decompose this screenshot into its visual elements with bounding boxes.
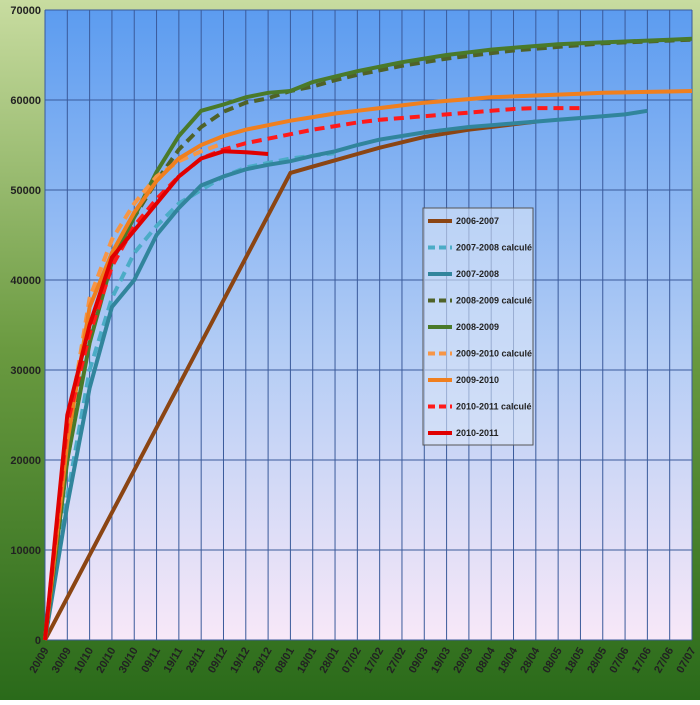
y-tick-label: 60000: [10, 95, 41, 107]
legend-label: 2009-2010: [456, 375, 499, 385]
legend-label: 2007-2008: [456, 269, 499, 279]
legend-label: 2009-2010 calculé: [456, 349, 532, 359]
legend-label: 2008-2009 calculé: [456, 296, 532, 306]
legend-label: 2006-2007: [456, 216, 499, 226]
series-line: [43, 119, 537, 641]
legend-label: 2007-2008 calculé: [456, 243, 532, 253]
plot-area: [45, 10, 692, 640]
series-line: [43, 106, 581, 641]
series-line: [43, 149, 269, 641]
y-tick-label: 50000: [10, 185, 41, 197]
y-tick-label: 20000: [10, 455, 41, 467]
series-line: [43, 151, 336, 641]
legend-label: 2010-2011: [456, 428, 499, 438]
y-tick-label: 70000: [10, 5, 41, 17]
y-tick-label: 10000: [10, 545, 41, 557]
legend-label: 2010-2011 calculé: [456, 402, 532, 412]
y-tick-label: 40000: [10, 275, 41, 287]
series-line: [43, 108, 648, 641]
y-tick-label: 30000: [10, 365, 41, 377]
series-line: [43, 89, 693, 641]
legend-label: 2008-2009: [456, 322, 499, 332]
series-line: [43, 141, 225, 641]
y-tick-label: 0: [35, 635, 41, 647]
